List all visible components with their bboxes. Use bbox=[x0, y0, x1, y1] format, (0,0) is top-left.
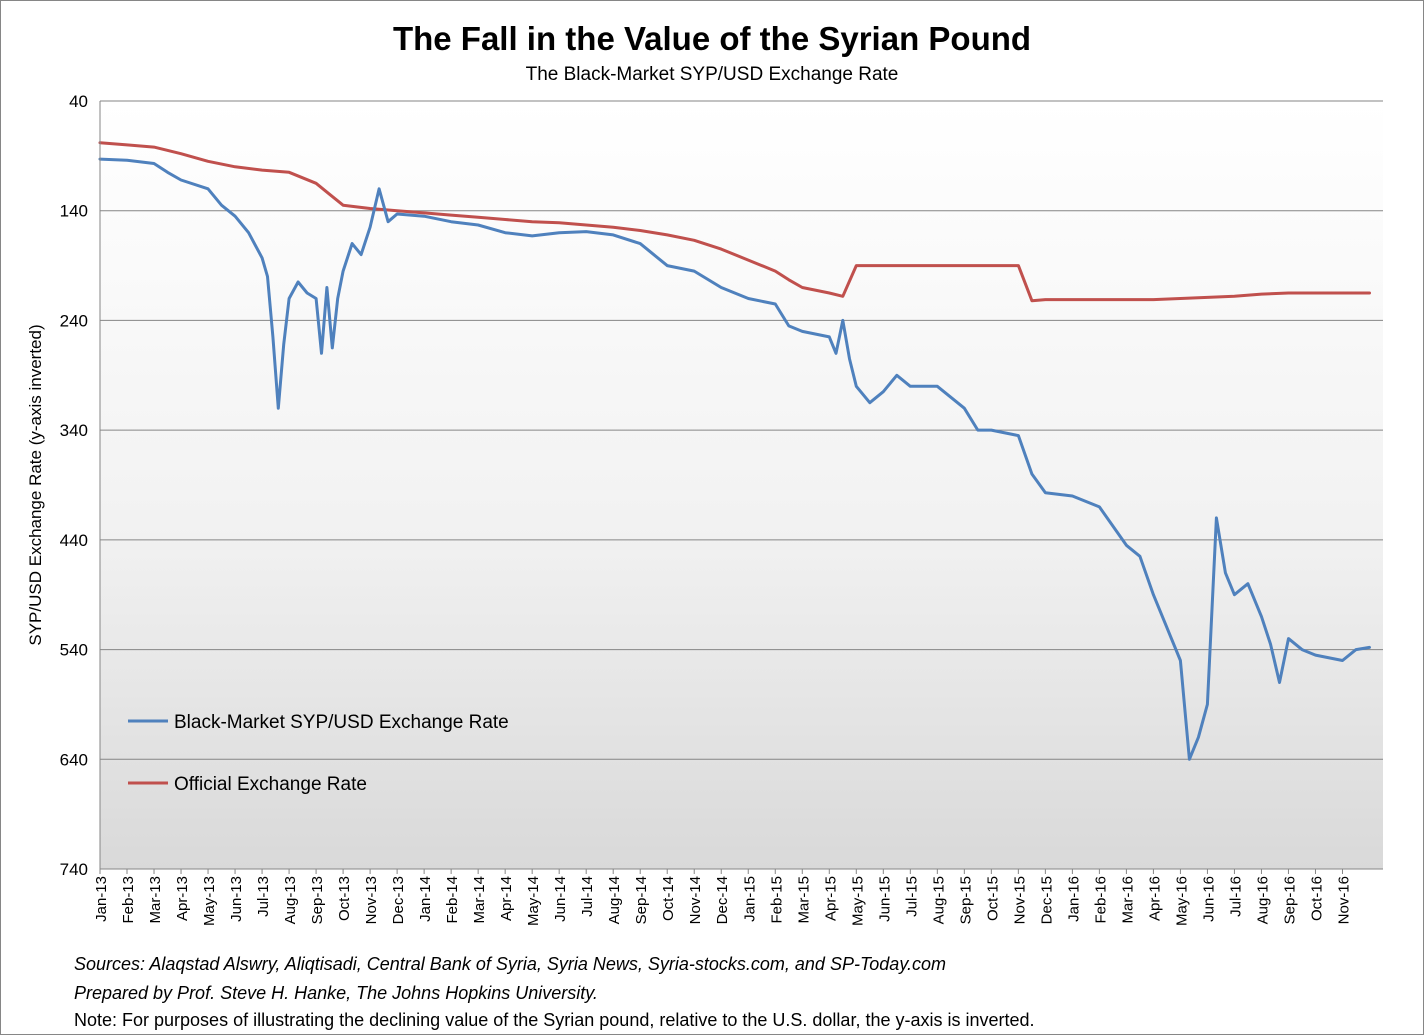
x-tick-label: Jun-16 bbox=[1200, 876, 1217, 922]
x-tick-label: Jul-16 bbox=[1227, 876, 1244, 917]
y-tick-label: 540 bbox=[60, 641, 88, 660]
legend: Black-Market SYP/USD Exchange Rate Offici… bbox=[128, 712, 509, 795]
x-tick-label: Jul-14 bbox=[579, 876, 596, 917]
y-tick-label: 240 bbox=[60, 311, 88, 330]
x-tick-label: Dec-14 bbox=[714, 876, 731, 924]
x-tick-label: Oct-16 bbox=[1308, 876, 1325, 921]
x-tick-label: Aug-14 bbox=[606, 876, 623, 924]
black-market-rate-line bbox=[98, 157, 1371, 761]
x-tick-label: Apr-16 bbox=[1146, 876, 1163, 921]
x-tick-label: Mar-14 bbox=[471, 876, 488, 924]
x-tick-label: Oct-15 bbox=[984, 876, 1001, 921]
series-lines bbox=[98, 141, 1371, 761]
x-tick-label: Dec-15 bbox=[1038, 876, 1055, 924]
official-rate-line bbox=[98, 141, 1371, 303]
y-tick-label: 340 bbox=[60, 421, 88, 440]
chart-subtitle: The Black-Market SYP/USD Exchange Rate bbox=[525, 64, 899, 85]
x-tick-label: Oct-13 bbox=[336, 876, 353, 921]
x-tick-label: Apr-13 bbox=[174, 876, 191, 921]
x-tick-label: Aug-15 bbox=[930, 876, 947, 924]
x-tick-label: Aug-16 bbox=[1254, 876, 1271, 924]
x-tick-label: Jul-13 bbox=[255, 876, 272, 917]
x-tick-label: Apr-15 bbox=[822, 876, 839, 921]
x-tick-labels: Jan-13 Feb-13 Mar-13 Apr-13 May-13 Jun-13 Jul-… bbox=[93, 876, 1352, 926]
axes bbox=[99, 101, 1383, 874]
prepared-by-note: Prepared by Prof. Steve H. Hanke, The Jo… bbox=[74, 983, 598, 1003]
x-tick-label: Sep-13 bbox=[309, 876, 326, 924]
x-tick-label: Oct-14 bbox=[660, 876, 677, 921]
x-tick-label: Nov-15 bbox=[1011, 876, 1028, 924]
x-tick-label: Apr-14 bbox=[498, 876, 515, 921]
x-tick-label: Jun-13 bbox=[228, 876, 245, 922]
y-tick-labels: 40 140 240 340 440 540 640 740 bbox=[60, 92, 88, 879]
y-tick-label: 640 bbox=[60, 750, 88, 769]
x-tick-label: May-14 bbox=[525, 876, 542, 926]
x-tick-label: Nov-14 bbox=[687, 876, 704, 924]
x-tick-label: Jan-14 bbox=[417, 876, 434, 922]
x-tick-label: Nov-16 bbox=[1335, 876, 1352, 924]
y-tick-label: 40 bbox=[69, 92, 88, 111]
x-tick-label: Feb-14 bbox=[444, 876, 461, 924]
x-tick-label: Sep-14 bbox=[633, 876, 650, 924]
inverted-axis-note: Note: For purposes of illustrating the d… bbox=[74, 1010, 1035, 1030]
x-tick-label: Jun-15 bbox=[876, 876, 893, 922]
x-tick-label: Aug-13 bbox=[282, 876, 299, 924]
x-tick-label: Jan-16 bbox=[1065, 876, 1082, 922]
plot-area bbox=[100, 101, 1383, 869]
x-tick-label: Feb-15 bbox=[768, 876, 785, 924]
x-tick-label: Jan-15 bbox=[741, 876, 758, 922]
x-tick-label: Mar-16 bbox=[1119, 876, 1136, 924]
x-tick-label: Mar-13 bbox=[147, 876, 164, 924]
x-tick-label: May-13 bbox=[201, 876, 218, 926]
x-tick-label: Sep-15 bbox=[957, 876, 974, 924]
x-tick-label: Jun-14 bbox=[552, 876, 569, 922]
x-tick-label: Feb-13 bbox=[120, 876, 137, 924]
x-tick-label: Jul-15 bbox=[903, 876, 920, 917]
x-tick-label: Dec-13 bbox=[390, 876, 407, 924]
x-tick-label: Mar-15 bbox=[795, 876, 812, 924]
chart-title: The Fall in the Value of the Syrian Poun… bbox=[392, 20, 1032, 57]
gridlines bbox=[100, 100, 1383, 870]
y-tick-label: 440 bbox=[60, 531, 88, 550]
y-tick-label: 740 bbox=[60, 860, 88, 879]
x-tick-label: Feb-16 bbox=[1092, 876, 1109, 924]
x-tick-label: Jan-13 bbox=[93, 876, 110, 922]
x-tick-label: May-15 bbox=[849, 876, 866, 926]
x-tick-label: May-16 bbox=[1173, 876, 1190, 926]
x-tick-label: Nov-13 bbox=[363, 876, 380, 924]
legend-entry: Official Exchange Rate bbox=[174, 774, 367, 795]
legend-entry: Black-Market SYP/USD Exchange Rate bbox=[174, 712, 509, 733]
sources-note: Sources: Alaqstad Alswry, Aliqtisadi, Ce… bbox=[74, 954, 946, 974]
x-tick-label: Sep-16 bbox=[1281, 876, 1298, 924]
y-tick-label: 140 bbox=[60, 202, 88, 221]
